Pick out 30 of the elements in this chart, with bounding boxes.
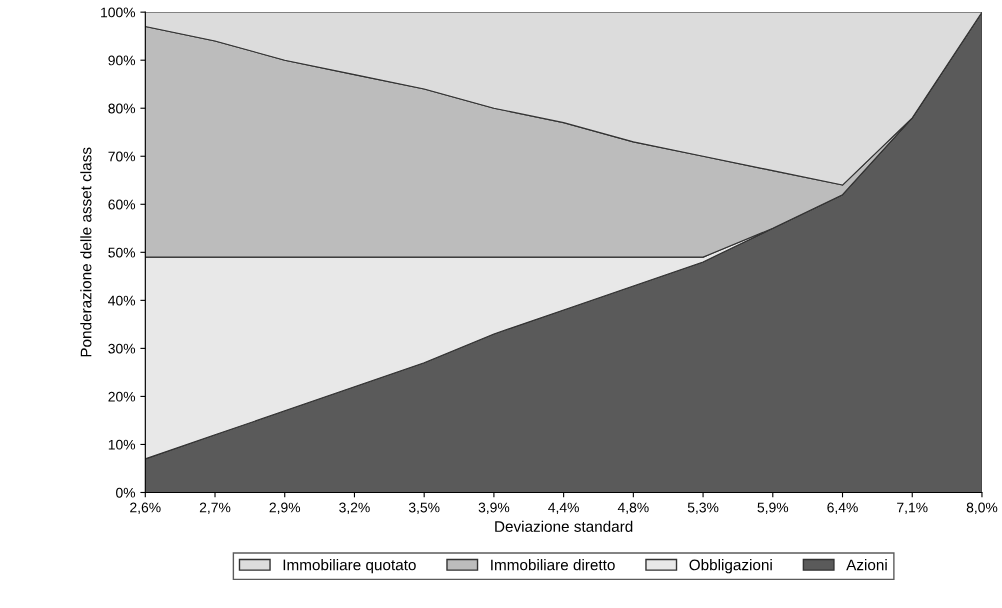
legend-label: Immobiliare quotato bbox=[283, 559, 416, 574]
y-tick-label: 20% bbox=[108, 391, 136, 402]
y-axis-title: Ponderazione delle asset class bbox=[80, 147, 92, 357]
y-tick-label: 80% bbox=[108, 103, 136, 114]
x-tick-label: 8,0% bbox=[966, 502, 998, 515]
y-tick-label: 30% bbox=[108, 343, 136, 354]
y-tick-label: 0% bbox=[116, 487, 136, 498]
legend-label: Obbligazioni bbox=[689, 559, 772, 574]
x-tick-label: 3,9% bbox=[478, 502, 510, 515]
y-tick-label: 60% bbox=[108, 199, 136, 210]
x-tick-label: 5,3% bbox=[687, 502, 719, 515]
legend-label: Azioni bbox=[846, 559, 887, 571]
x-tick-label: 3,5% bbox=[408, 502, 440, 515]
legend-label: Immobiliare diretto bbox=[491, 559, 615, 571]
x-tick-label: 3,2% bbox=[339, 502, 370, 515]
x-tick-label: 2,7% bbox=[199, 502, 231, 515]
y-tick-label: 100% bbox=[101, 7, 136, 18]
x-tick-label: 7,1% bbox=[897, 502, 928, 515]
y-tick-label: 90% bbox=[108, 55, 136, 66]
y-tick-label: 50% bbox=[108, 247, 136, 258]
x-tick-label: 2,6% bbox=[130, 502, 161, 515]
x-tick-label: 2,9% bbox=[269, 502, 301, 515]
y-tick-label: 10% bbox=[108, 439, 136, 450]
x-axis-title: Deviazione standard bbox=[495, 520, 633, 532]
y-tick-label: 40% bbox=[108, 295, 136, 306]
x-tick-label: 4,8% bbox=[617, 502, 649, 515]
x-tick-label: 6,4% bbox=[827, 502, 858, 515]
y-tick-label: 70% bbox=[108, 151, 136, 162]
x-tick-label: 4,4% bbox=[548, 502, 579, 515]
x-tick-label: 5,9% bbox=[757, 502, 789, 515]
